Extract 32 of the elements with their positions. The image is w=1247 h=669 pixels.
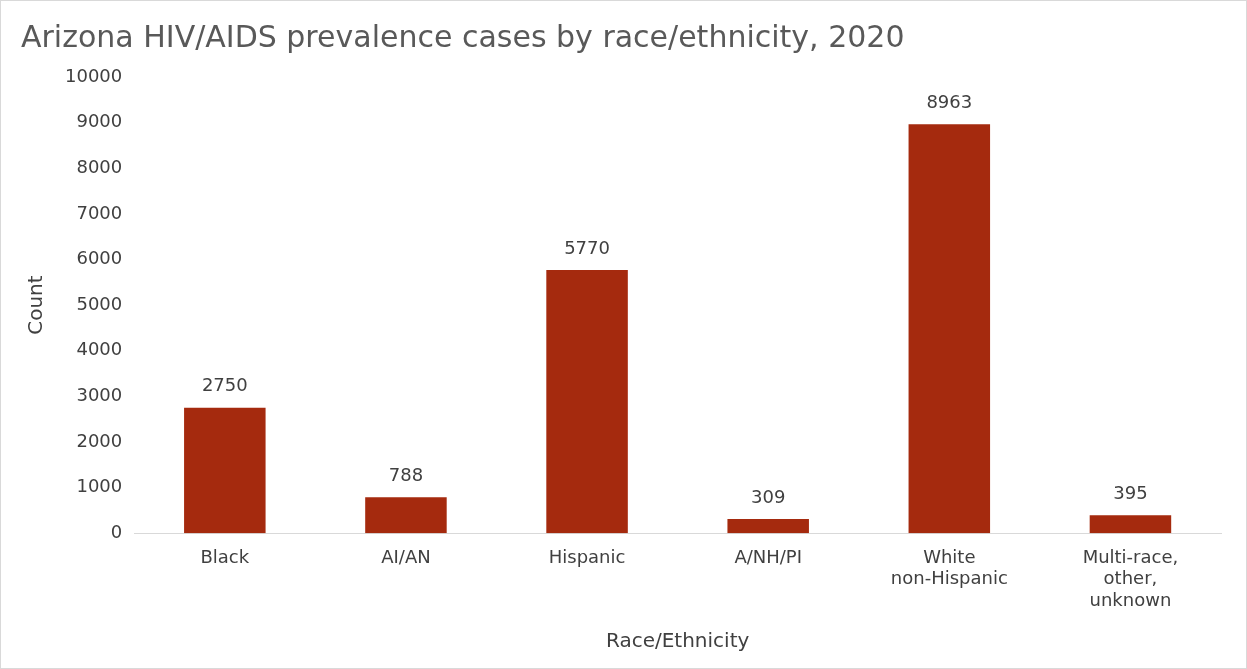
bar [727,519,809,534]
x-axis-title: Race/Ethnicity [605,628,750,653]
y-tick-label: 6000 [76,247,123,269]
y-tick-label: 9000 [76,110,123,132]
y-tick-label: 5000 [76,292,123,314]
y-tick-label: 10000 [65,64,123,86]
y-tick-label: 7000 [76,201,123,223]
data-label: 309 [751,485,786,507]
y-tick-label: 0 [110,520,123,542]
x-tick-label: White non-Hispanic [890,545,1008,589]
y-tick-label: 4000 [76,338,123,360]
chart-title: Arizona HIV/AIDS prevalence cases by race/ethnicity, 2020 [21,18,905,54]
data-label: 5770 [564,236,610,258]
y-tick-label: 2000 [76,429,123,451]
bar [908,124,991,534]
x-tick-label: Hispanic [548,545,626,567]
data-label: 788 [388,463,424,485]
y-tick-label: 8000 [76,155,123,177]
data-label: 2750 [201,374,248,396]
x-tick-label: A/NH/PI [734,545,802,567]
y-axis-title: Count [23,275,48,335]
bar [546,269,628,534]
data-label: 395 [1113,481,1148,503]
bar [184,407,266,534]
y-tick-label: 3000 [76,384,123,406]
x-tick-label: Black [200,545,250,567]
x-tick-label: Multi-race, other, unknown [1082,545,1179,610]
bar [1089,515,1172,534]
data-label: 8963 [926,90,973,112]
x-tick-label: AI/AN [381,545,431,567]
y-tick-label: 1000 [76,475,123,497]
bar [365,497,447,534]
